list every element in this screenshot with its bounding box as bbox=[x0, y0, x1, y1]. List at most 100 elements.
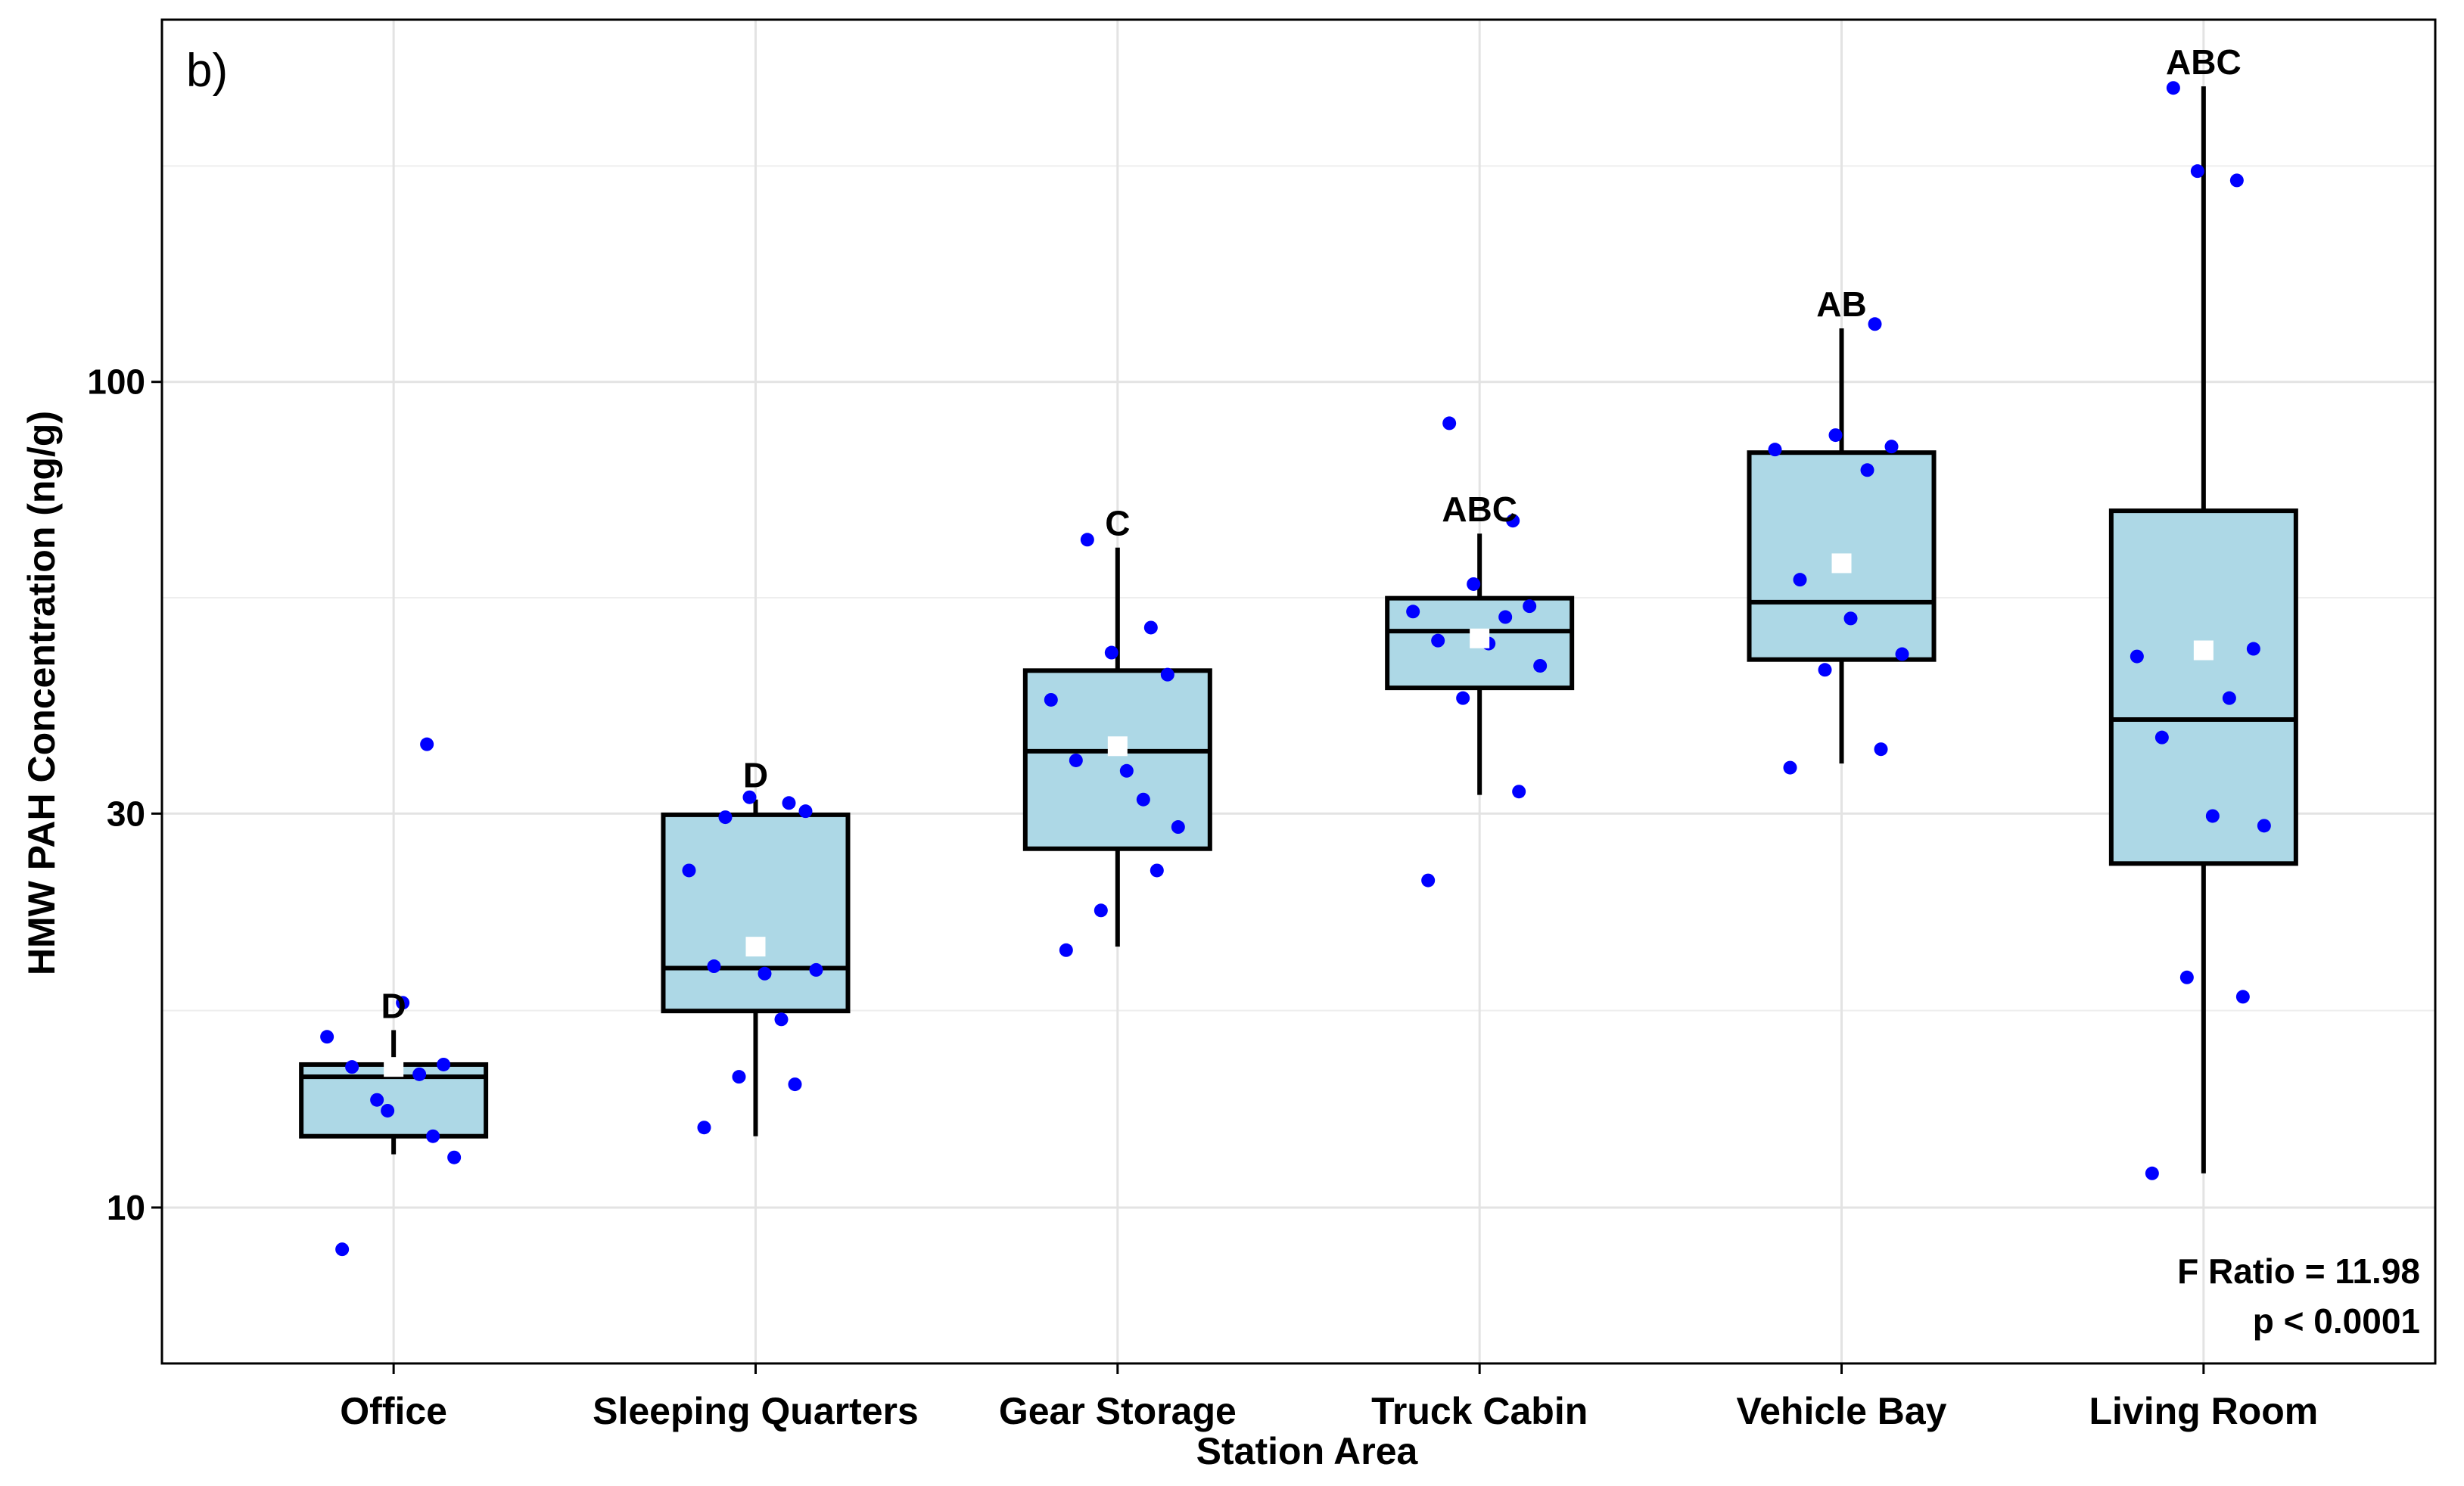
data-point bbox=[732, 1070, 746, 1084]
data-point bbox=[809, 962, 823, 977]
letters-layer: D D C ABC AB ABC bbox=[381, 42, 2242, 1025]
data-point bbox=[1421, 873, 1436, 888]
data-point bbox=[2190, 164, 2204, 179]
data-point bbox=[1136, 792, 1150, 807]
data-point bbox=[1160, 667, 1174, 682]
data-point bbox=[1456, 691, 1470, 705]
data-point bbox=[682, 863, 696, 878]
data-point bbox=[788, 1077, 802, 1092]
data-point bbox=[1498, 610, 1513, 624]
data-point bbox=[320, 1030, 334, 1044]
data-point bbox=[707, 959, 721, 974]
panel-label: b) bbox=[186, 45, 228, 97]
data-point bbox=[1442, 416, 1457, 431]
data-point bbox=[1874, 742, 1888, 757]
data-point bbox=[1467, 577, 1481, 591]
data-point bbox=[1843, 611, 1858, 626]
data-point bbox=[1512, 785, 1526, 799]
data-point bbox=[1895, 647, 1909, 661]
data-point bbox=[396, 996, 410, 1010]
y-tick-label: 30 bbox=[107, 794, 145, 833]
data-point bbox=[2222, 691, 2236, 705]
means-layer bbox=[384, 553, 2214, 1077]
data-point bbox=[1044, 692, 1058, 707]
data-point bbox=[1431, 633, 1445, 648]
data-point bbox=[2235, 990, 2250, 1004]
box-iqr bbox=[2108, 508, 2298, 866]
f-ratio-annotation: F Ratio = 11.98 bbox=[2177, 1251, 2420, 1291]
plot-border bbox=[160, 18, 2437, 1365]
data-point bbox=[758, 966, 772, 981]
data-point bbox=[2179, 970, 2194, 984]
y-tick-label: 10 bbox=[107, 1188, 145, 1227]
points-layer bbox=[320, 81, 2271, 1257]
data-point bbox=[798, 804, 813, 819]
data-point bbox=[335, 1242, 350, 1257]
data-point bbox=[774, 1012, 789, 1027]
data-point bbox=[1143, 620, 1158, 635]
mean-marker bbox=[1107, 736, 1128, 757]
x-axis: Office Sleeping Quarters Gear Storage Truck… bbox=[340, 1363, 2318, 1432]
data-point bbox=[437, 1057, 451, 1071]
data-point bbox=[426, 1129, 440, 1143]
y-axis-label: HMW PAH Concentration (ng/g) bbox=[20, 411, 63, 975]
group-letter: D bbox=[743, 756, 768, 795]
data-point bbox=[412, 1067, 427, 1081]
data-point bbox=[1406, 605, 1420, 619]
data-point bbox=[1884, 440, 1899, 454]
data-point bbox=[2154, 730, 2169, 745]
data-point bbox=[1104, 645, 1118, 660]
data-point bbox=[1783, 760, 1797, 775]
data-point bbox=[697, 1121, 711, 1135]
data-point bbox=[345, 1060, 359, 1074]
y-tick-label: 100 bbox=[87, 362, 145, 402]
data-point bbox=[1119, 763, 1134, 778]
data-point bbox=[718, 810, 733, 825]
data-point bbox=[2130, 649, 2144, 664]
x-tick-label: Gear Storage bbox=[999, 1390, 1237, 1432]
data-point bbox=[1793, 573, 1807, 587]
data-point bbox=[2166, 81, 2180, 95]
group-letter: ABC bbox=[1442, 490, 1517, 529]
data-point bbox=[742, 790, 757, 804]
box-iqr bbox=[661, 812, 851, 1014]
data-point bbox=[420, 737, 434, 751]
data-point bbox=[1523, 599, 1537, 614]
mean-marker bbox=[1831, 553, 1852, 574]
x-tick-label: Living Room bbox=[2089, 1390, 2318, 1432]
data-point bbox=[1059, 943, 1073, 957]
group-letter: D bbox=[381, 987, 406, 1026]
mean-marker bbox=[384, 1057, 404, 1077]
data-point bbox=[447, 1150, 462, 1164]
x-tick-label: Sleeping Quarters bbox=[593, 1390, 919, 1432]
group-letter: ABC bbox=[2166, 42, 2242, 82]
mean-marker bbox=[2193, 640, 2214, 661]
data-point bbox=[1868, 317, 1882, 331]
data-point bbox=[1533, 659, 1548, 673]
data-point bbox=[1860, 463, 1874, 477]
data-point bbox=[1506, 514, 1520, 528]
data-point bbox=[2205, 809, 2220, 823]
x-axis-label: Station Area bbox=[1196, 1430, 1419, 1472]
group-letter: AB bbox=[1816, 284, 1866, 324]
data-point bbox=[1080, 533, 1094, 547]
data-point bbox=[1828, 428, 1843, 443]
data-point bbox=[370, 1093, 384, 1107]
y-axis: 10 30 100 bbox=[87, 362, 162, 1227]
group-letter: C bbox=[1105, 504, 1130, 543]
data-point bbox=[782, 796, 796, 810]
data-point bbox=[1171, 820, 1185, 835]
data-point bbox=[2246, 642, 2260, 656]
data-point bbox=[1150, 863, 1164, 878]
data-point bbox=[1069, 753, 1083, 767]
x-tick-label: Truck Cabin bbox=[1371, 1390, 1588, 1432]
data-point bbox=[2229, 173, 2244, 188]
x-tick-label: Office bbox=[340, 1390, 447, 1432]
data-point bbox=[1768, 443, 1782, 457]
data-point bbox=[2145, 1166, 2159, 1180]
data-point bbox=[1094, 903, 1108, 918]
p-value-annotation: p < 0.0001 bbox=[2253, 1301, 2420, 1341]
data-point bbox=[1818, 663, 1832, 677]
